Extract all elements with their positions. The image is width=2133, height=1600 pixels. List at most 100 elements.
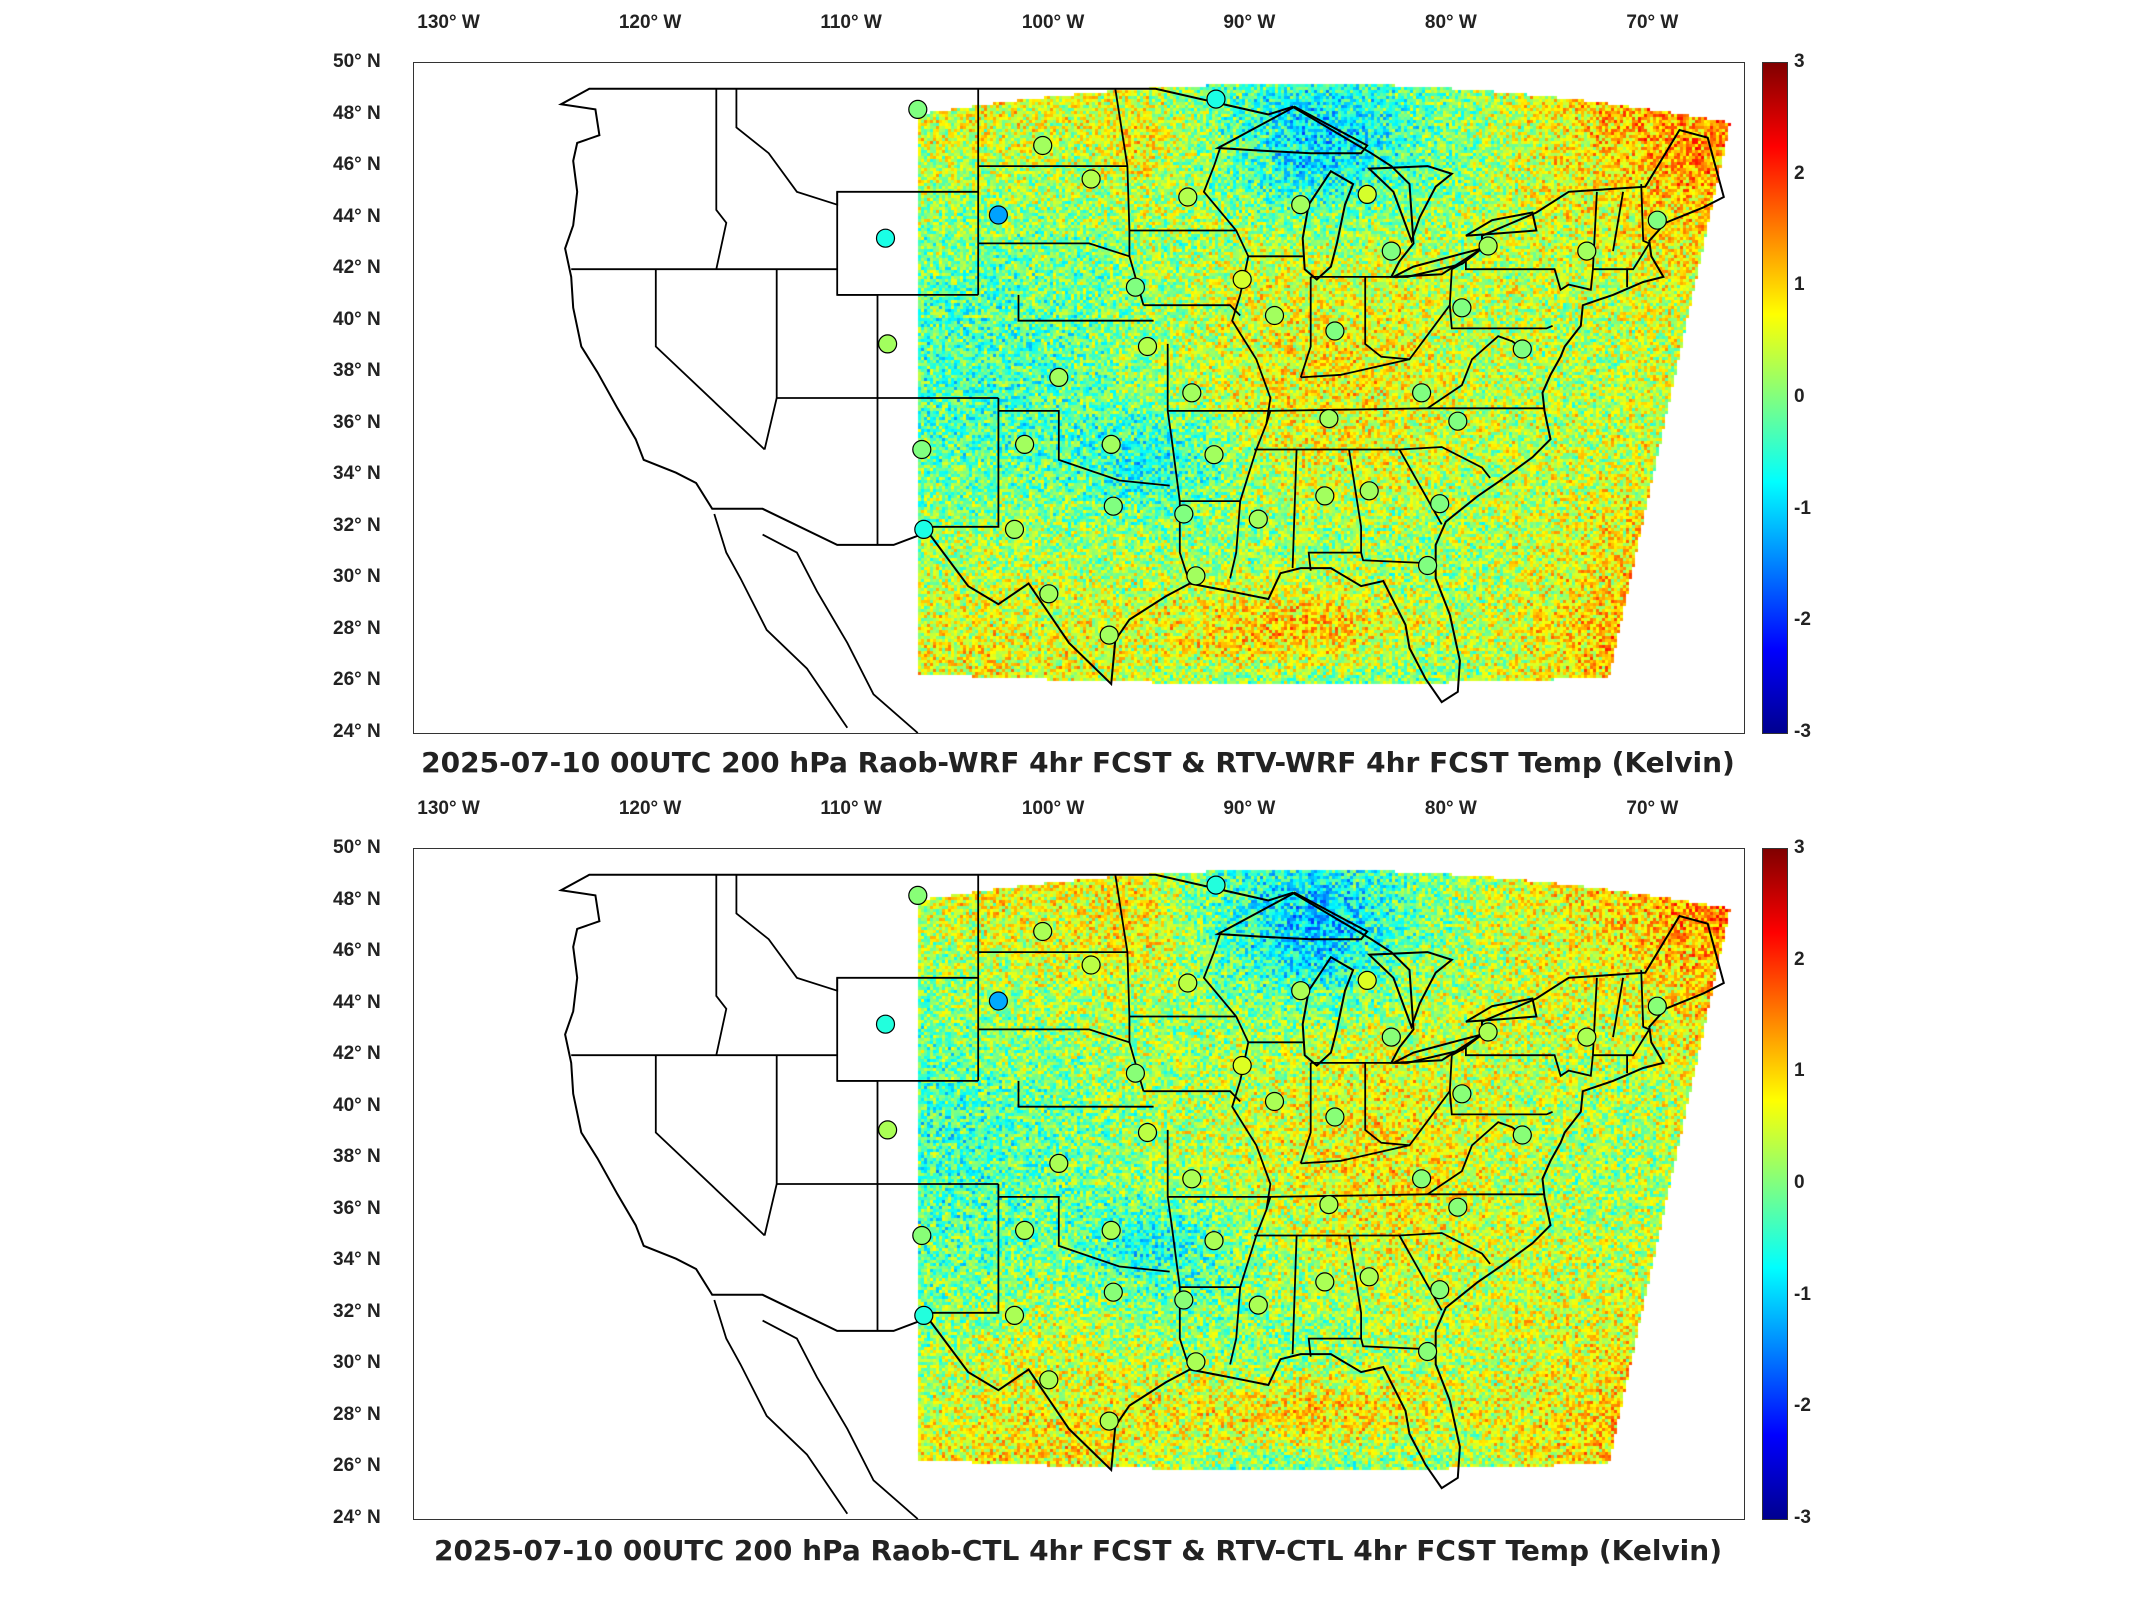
state-boundary — [1592, 1028, 1651, 1057]
raob-station-marker[interactable] — [1319, 1195, 1339, 1215]
raob-station-marker[interactable] — [1049, 1153, 1069, 1173]
raob-station-marker[interactable] — [1448, 1197, 1468, 1217]
raob-station-marker[interactable] — [1081, 955, 1101, 975]
raob-station-marker[interactable] — [1103, 496, 1123, 516]
raob-station-marker[interactable] — [1357, 184, 1377, 204]
raob-station-marker[interactable] — [1359, 1267, 1379, 1287]
raob-station-marker[interactable] — [1315, 486, 1335, 506]
raob-station-marker[interactable] — [1137, 336, 1158, 357]
raob-station-marker[interactable] — [878, 334, 898, 354]
raob-station-marker[interactable] — [908, 99, 928, 120]
raob-station-marker[interactable] — [1357, 970, 1377, 990]
latitude-tick-label: 42° N — [333, 1043, 381, 1065]
raob-station-marker[interactable] — [1182, 1169, 1202, 1189]
raob-station-marker[interactable] — [1232, 269, 1252, 290]
raob-station-marker[interactable] — [878, 1120, 898, 1140]
raob-station-marker[interactable] — [1014, 1220, 1035, 1240]
raob-station-marker[interactable] — [1430, 494, 1450, 514]
raob-station-marker[interactable] — [1081, 169, 1101, 189]
raob-station-marker[interactable] — [1452, 1084, 1472, 1104]
raob-station-marker[interactable] — [1125, 277, 1146, 297]
raob-station-marker[interactable] — [1411, 1169, 1432, 1189]
raob-station-marker[interactable] — [1577, 241, 1597, 261]
state-boundary — [925, 410, 1000, 528]
raob-station-marker[interactable] — [1417, 555, 1438, 576]
raob-station-marker[interactable] — [1381, 1027, 1401, 1047]
raob-station-marker[interactable] — [1182, 383, 1202, 403]
raob-station-marker[interactable] — [1232, 1055, 1252, 1076]
raob-station-marker[interactable] — [1430, 1280, 1450, 1300]
raob-station-marker[interactable] — [1099, 1411, 1119, 1431]
raob-station-marker[interactable] — [1178, 973, 1198, 993]
raob-station-marker[interactable] — [908, 885, 928, 906]
state-boundary — [1398, 449, 1443, 525]
map-frame-bottom[interactable] — [413, 848, 1745, 1520]
raob-station-marker[interactable] — [1359, 481, 1379, 501]
raob-station-marker[interactable] — [914, 519, 934, 539]
raob-station-marker[interactable] — [1248, 1295, 1268, 1315]
raob-station-marker[interactable] — [1014, 434, 1035, 454]
raob-station-marker[interactable] — [1478, 1022, 1498, 1042]
raob-station-marker[interactable] — [1186, 566, 1206, 586]
raob-station-marker[interactable] — [1204, 445, 1224, 465]
raob-station-marker[interactable] — [1099, 625, 1119, 645]
raob-station-marker[interactable] — [1325, 1107, 1345, 1127]
raob-station-marker[interactable] — [1264, 1091, 1285, 1112]
raob-station-marker[interactable] — [1512, 1125, 1532, 1145]
state-boundary — [1291, 449, 1298, 569]
raob-station-marker[interactable] — [1039, 584, 1059, 604]
raob-station-marker[interactable] — [1033, 921, 1053, 942]
raob-station-marker[interactable] — [1103, 1282, 1123, 1302]
state-boundary — [1448, 1091, 1553, 1116]
raob-station-marker[interactable] — [1101, 434, 1121, 454]
raob-station-marker[interactable] — [1577, 1027, 1597, 1047]
raob-station-marker[interactable] — [1417, 1341, 1438, 1362]
raob-station-marker[interactable] — [1381, 241, 1401, 261]
raob-station-marker[interactable] — [1291, 195, 1311, 215]
raob-station-marker[interactable] — [1039, 1370, 1059, 1390]
raob-station-marker[interactable] — [1004, 1305, 1025, 1325]
raob-station-marker[interactable] — [875, 1014, 896, 1034]
state-boundary — [1300, 358, 1410, 379]
raob-station-marker[interactable] — [1206, 875, 1226, 895]
raob-station-marker[interactable] — [1291, 981, 1311, 1001]
state-boundary — [1017, 1080, 1154, 1108]
raob-station-marker[interactable] — [1174, 1290, 1194, 1310]
raob-station-marker[interactable] — [1647, 996, 1667, 1016]
longitude-tick-label: 110° W — [820, 12, 882, 33]
raob-station-marker[interactable] — [912, 1225, 932, 1246]
plot-title: 2025-07-10 00UTC 200 hPa Raob-CTL 4hr FC… — [433, 1534, 1722, 1567]
raob-station-marker[interactable] — [1452, 298, 1472, 318]
raob-station-marker[interactable] — [1478, 236, 1498, 256]
latitude-tick-label: 24° N — [333, 1507, 381, 1528]
state-boundary — [1398, 1235, 1443, 1311]
raob-station-marker[interactable] — [1319, 409, 1339, 429]
raob-station-marker[interactable] — [1411, 383, 1432, 403]
raob-station-marker[interactable] — [1004, 519, 1025, 539]
raob-station-marker[interactable] — [1512, 339, 1532, 359]
raob-station-marker[interactable] — [912, 439, 932, 460]
raob-station-marker[interactable] — [1137, 1122, 1158, 1143]
raob-station-marker[interactable] — [988, 991, 1009, 1011]
raob-station-marker[interactable] — [1125, 1063, 1146, 1083]
raob-station-marker[interactable] — [914, 1305, 934, 1325]
raob-station-marker[interactable] — [1174, 504, 1194, 524]
raob-station-marker[interactable] — [1264, 305, 1285, 326]
raob-station-marker[interactable] — [1647, 210, 1667, 230]
raob-station-marker[interactable] — [875, 228, 896, 248]
raob-station-marker[interactable] — [1315, 1272, 1335, 1292]
raob-station-marker[interactable] — [1178, 187, 1198, 207]
map-overlay — [558, 87, 1725, 733]
colorbar-tick-label: -1 — [1794, 1283, 1811, 1305]
raob-station-marker[interactable] — [1206, 89, 1226, 109]
raob-station-marker[interactable] — [1033, 135, 1053, 156]
raob-station-marker[interactable] — [988, 205, 1009, 225]
raob-station-marker[interactable] — [1248, 509, 1268, 529]
raob-station-marker[interactable] — [1186, 1352, 1206, 1372]
raob-station-marker[interactable] — [1325, 321, 1345, 341]
raob-station-marker[interactable] — [1101, 1220, 1121, 1240]
map-frame-top[interactable] — [413, 62, 1745, 734]
raob-station-marker[interactable] — [1448, 411, 1468, 431]
raob-station-marker[interactable] — [1204, 1231, 1224, 1251]
raob-station-marker[interactable] — [1049, 367, 1069, 387]
